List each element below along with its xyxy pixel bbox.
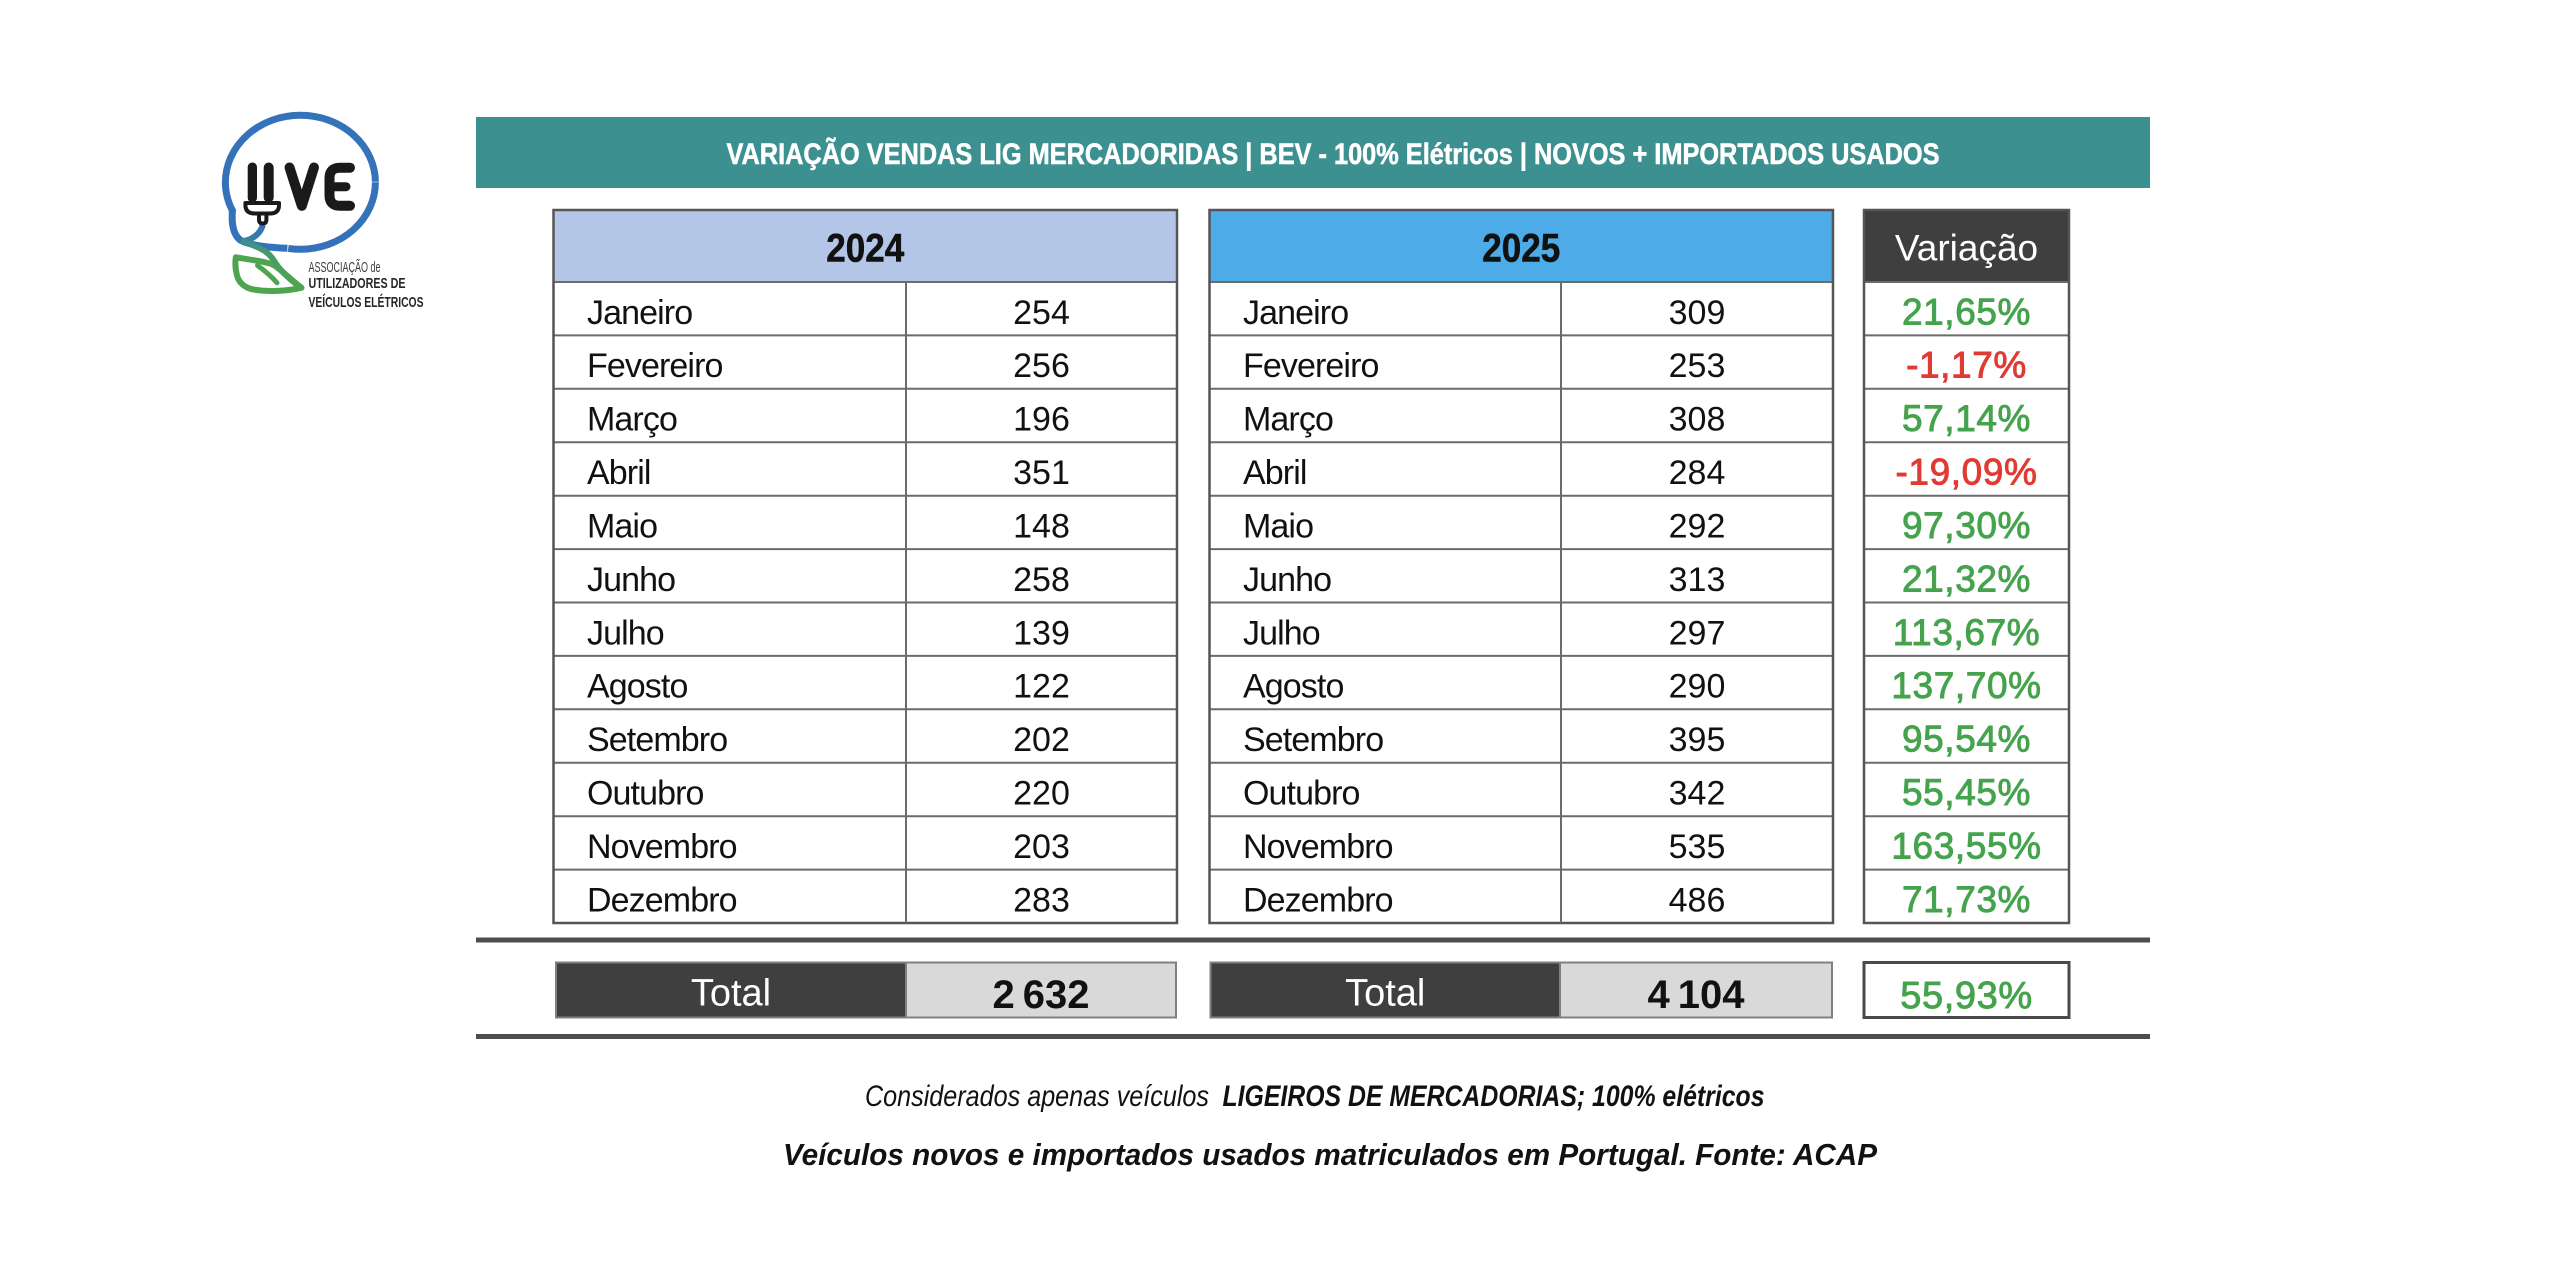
svg-text:139: 139 [1013, 614, 1070, 652]
svg-text:VEÍCULOS ELÉTRICOS: VEÍCULOS ELÉTRICOS [309, 294, 424, 311]
svg-text:258: 258 [1013, 561, 1070, 599]
svg-text:Junho: Junho [587, 561, 675, 599]
svg-text:163,55%: 163,55% [1891, 826, 2041, 867]
svg-text:Março: Março [587, 401, 677, 439]
svg-text:313: 313 [1669, 561, 1726, 599]
svg-text:308: 308 [1669, 401, 1726, 439]
svg-text:297: 297 [1669, 614, 1726, 652]
svg-text:283: 283 [1013, 881, 1070, 919]
svg-text:Agosto: Agosto [587, 668, 687, 706]
svg-text:Veículos novos e importados us: Veículos novos e importados usados matri… [783, 1137, 1877, 1172]
svg-text:203: 203 [1013, 828, 1070, 866]
svg-text:57,14%: 57,14% [1902, 398, 2031, 439]
svg-text:Dezembro: Dezembro [1243, 881, 1393, 919]
svg-text:Outubro: Outubro [587, 775, 704, 813]
svg-text:Março: Março [1243, 401, 1333, 439]
svg-text:220: 220 [1013, 775, 1070, 813]
svg-text:342: 342 [1669, 775, 1726, 813]
svg-text:Junho: Junho [1243, 561, 1331, 599]
svg-text:Agosto: Agosto [1243, 668, 1343, 706]
svg-text:95,54%: 95,54% [1902, 719, 2031, 760]
svg-text:-1,17%: -1,17% [1906, 345, 2027, 386]
svg-text:Fevereiro: Fevereiro [1243, 347, 1379, 385]
svg-text:Janeiro: Janeiro [587, 294, 692, 332]
svg-text:253: 253 [1669, 347, 1726, 385]
svg-text:486: 486 [1669, 881, 1726, 919]
svg-text:Julho: Julho [1243, 614, 1320, 652]
svg-text:Fevereiro: Fevereiro [587, 347, 723, 385]
svg-text:55,93%: 55,93% [1900, 975, 2032, 1017]
svg-text:71,73%: 71,73% [1902, 879, 2031, 920]
svg-text:Outubro: Outubro [1243, 775, 1360, 813]
svg-text:97,30%: 97,30% [1902, 505, 2031, 546]
svg-text:351: 351 [1013, 454, 1070, 492]
svg-text:395: 395 [1669, 721, 1726, 759]
svg-text:Total: Total [1345, 973, 1425, 1015]
svg-text:535: 535 [1669, 828, 1726, 866]
svg-text:137,70%: 137,70% [1891, 665, 2041, 706]
svg-text:LIGEIROS DE MERCADORIAS; 100%: LIGEIROS DE MERCADORIAS; 100% elétricos [1223, 1080, 1765, 1113]
svg-text:309: 309 [1669, 294, 1726, 332]
svg-text:Janeiro: Janeiro [1243, 294, 1348, 332]
svg-text:Novembro: Novembro [587, 828, 737, 866]
svg-text:Maio: Maio [1243, 508, 1313, 546]
svg-text:Maio: Maio [587, 508, 657, 546]
svg-text:-19,09%: -19,09% [1895, 452, 2037, 493]
svg-text:122: 122 [1013, 668, 1070, 706]
svg-text:VARIAÇÃO VENDAS LIG MERCADORID: VARIAÇÃO VENDAS LIG MERCADORIDAS | BEV -… [727, 137, 1940, 171]
svg-text:Abril: Abril [587, 454, 651, 492]
svg-text:Julho: Julho [587, 614, 664, 652]
svg-text:Dezembro: Dezembro [587, 881, 737, 919]
svg-text:21,32%: 21,32% [1902, 558, 2031, 599]
svg-text:Considerados apenas veículos: Considerados apenas veículos [865, 1080, 1209, 1113]
svg-text:Setembro: Setembro [587, 721, 727, 759]
svg-text:292: 292 [1669, 508, 1726, 546]
svg-text:2 632: 2 632 [993, 973, 1090, 1017]
svg-text:256: 256 [1013, 347, 1070, 385]
svg-text:55,45%: 55,45% [1902, 772, 2031, 813]
svg-text:21,65%: 21,65% [1902, 291, 2031, 332]
svg-text:Setembro: Setembro [1243, 721, 1383, 759]
svg-text:Abril: Abril [1243, 454, 1307, 492]
svg-text:2025: 2025 [1482, 226, 1560, 270]
svg-text:Novembro: Novembro [1243, 828, 1393, 866]
svg-text:4 104: 4 104 [1648, 973, 1746, 1017]
svg-text:2024: 2024 [826, 226, 905, 270]
svg-text:196: 196 [1013, 401, 1070, 439]
svg-text:148: 148 [1013, 508, 1070, 546]
svg-text:Total: Total [691, 973, 771, 1015]
svg-text:290: 290 [1669, 668, 1726, 706]
svg-text:UTILIZADORES DE: UTILIZADORES DE [309, 275, 406, 292]
svg-text:254: 254 [1013, 294, 1070, 332]
svg-text:113,67%: 113,67% [1893, 612, 2041, 653]
svg-text:Variação: Variação [1895, 227, 2038, 268]
svg-text:284: 284 [1669, 454, 1726, 492]
svg-text:ASSOCIAÇÃO de: ASSOCIAÇÃO de [309, 259, 381, 276]
svg-text:202: 202 [1013, 721, 1070, 759]
